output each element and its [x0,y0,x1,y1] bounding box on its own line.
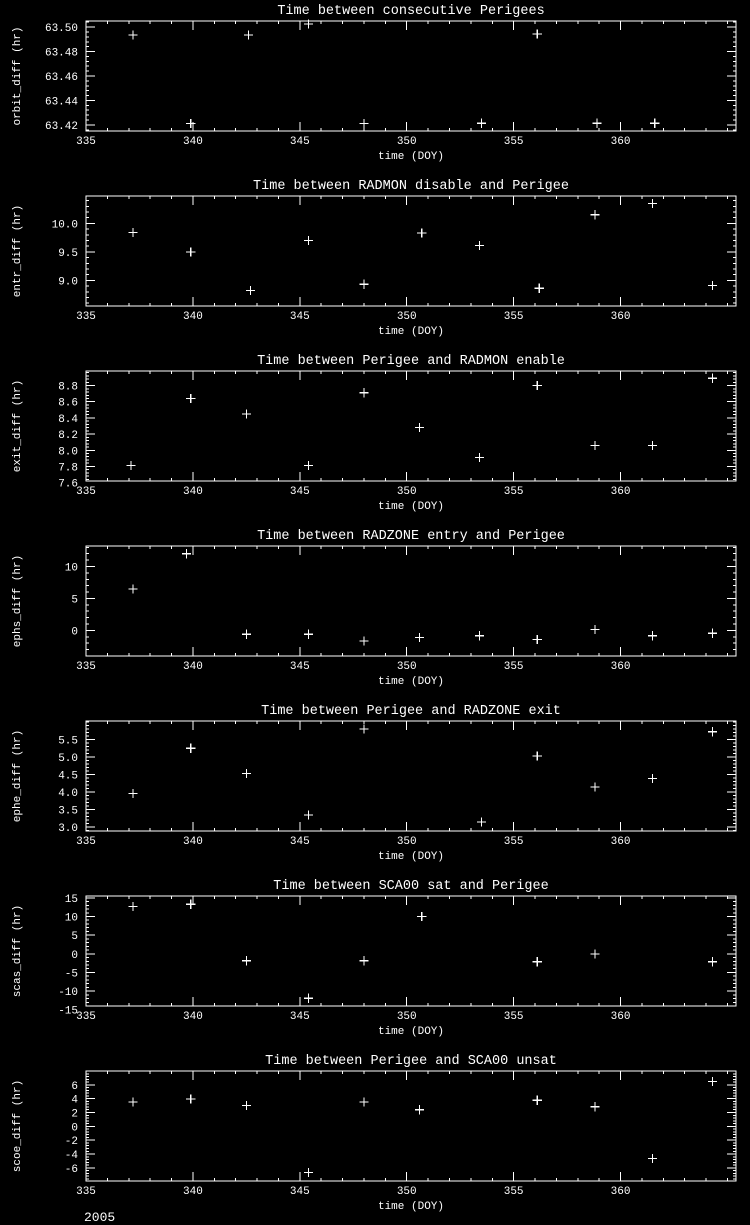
svg-text:2005: 2005 [84,1210,115,1225]
